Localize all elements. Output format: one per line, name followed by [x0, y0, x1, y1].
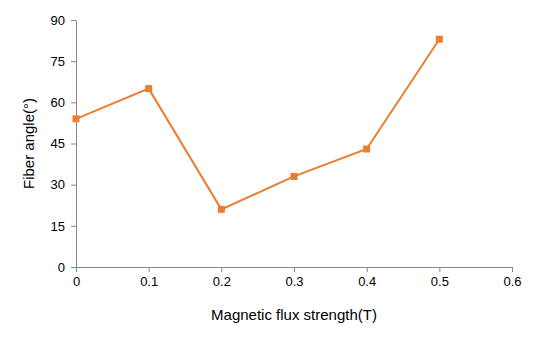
- y-axis-tick-mark: [71, 20, 76, 21]
- x-axis-tick-mark: [76, 267, 77, 272]
- chart: 0 0.1 0.2 0.3 0.4 0.5 0.6 0 15 30 45 60 75 90 Magnetic…: [0, 0, 538, 346]
- x-axis-tick: 0: [73, 267, 80, 289]
- x-axis-tick-mark: [439, 267, 440, 272]
- y-axis-tick-label: 0: [58, 260, 65, 275]
- x-axis-tick-label: 0.3: [285, 274, 303, 289]
- x-axis-tick-label: 0: [73, 274, 80, 289]
- y-axis-tick: 90: [51, 13, 76, 28]
- y-axis-tick-mark: [71, 267, 76, 268]
- y-axis-tick-mark: [71, 185, 76, 186]
- x-axis-tick-label: 0.2: [213, 274, 231, 289]
- x-axis-tick-label: 0.4: [358, 274, 376, 289]
- x-axis-tick: 0.4: [358, 267, 376, 289]
- x-axis-tick: 0.5: [431, 267, 449, 289]
- y-axis-tick-label: 15: [51, 218, 65, 233]
- line: [76, 39, 439, 209]
- x-axis-tick: 0.2: [213, 267, 231, 289]
- x-axis-title: Magnetic flux strength(T): [211, 306, 377, 323]
- marker: [218, 206, 225, 213]
- marker: [291, 173, 298, 180]
- y-axis-tick-label: 45: [51, 136, 65, 151]
- x-axis-tick-mark: [149, 267, 150, 272]
- y-axis-tick: 75: [51, 54, 76, 69]
- y-axis-tick: 0: [58, 260, 76, 275]
- y-axis-tick-mark: [71, 226, 76, 227]
- x-axis-tick-mark: [294, 267, 295, 272]
- x-axis-tick: 0.6: [503, 267, 521, 289]
- x-axis: 0 0.1 0.2 0.3 0.4 0.5 0.6: [73, 267, 522, 289]
- x-axis-tick-mark: [221, 267, 222, 272]
- y-axis-tick-mark: [71, 144, 76, 145]
- y-axis-title: Fiber angle(°): [20, 98, 37, 189]
- y-axis-tick-label: 60: [51, 95, 65, 110]
- marker: [363, 145, 370, 152]
- x-axis-tick: 0.1: [140, 267, 158, 289]
- y-axis: 0 15 30 45 60 75 90: [51, 13, 77, 275]
- plot: 0 0.1 0.2 0.3 0.4 0.5 0.6 0 15 30 45 60 75 90: [51, 13, 522, 290]
- x-axis-tick-label: 0.6: [503, 274, 521, 289]
- y-axis-tick-label: 90: [51, 13, 65, 28]
- x-axis-tick-mark: [512, 267, 513, 272]
- y-axis-tick-label: 30: [51, 177, 65, 192]
- x-axis-tick: 0.3: [285, 267, 303, 289]
- y-axis-line: [76, 21, 77, 268]
- marker: [145, 85, 152, 92]
- marker: [436, 36, 443, 43]
- y-axis-tick: 15: [51, 218, 76, 233]
- marker: [73, 115, 80, 122]
- y-axis-tick: 45: [51, 136, 76, 151]
- y-axis-tick-mark: [71, 102, 76, 103]
- y-axis-tick: 30: [51, 177, 76, 192]
- series: [73, 36, 443, 213]
- y-axis-tick-mark: [71, 61, 76, 62]
- y-axis-tick: 60: [51, 95, 76, 110]
- y-axis-tick-label: 75: [51, 54, 65, 69]
- x-axis-tick-label: 0.5: [431, 274, 449, 289]
- x-axis-tick-mark: [367, 267, 368, 272]
- x-axis-tick-label: 0.1: [140, 274, 158, 289]
